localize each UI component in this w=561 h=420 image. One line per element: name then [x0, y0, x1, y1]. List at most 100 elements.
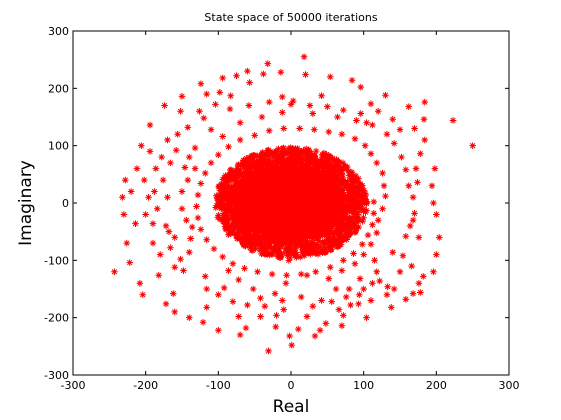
data-point — [257, 200, 265, 207]
data-point — [367, 150, 375, 157]
data-point — [224, 183, 232, 190]
data-point — [230, 216, 238, 223]
data-point — [305, 245, 313, 252]
data-point — [272, 201, 280, 209]
data-point — [320, 152, 327, 160]
data-point — [219, 176, 227, 183]
data-point — [245, 228, 252, 235]
data-point — [239, 228, 246, 236]
data-point — [283, 160, 291, 168]
data-point — [340, 106, 347, 114]
data-point — [253, 230, 261, 238]
data-point — [314, 204, 321, 212]
data-point — [196, 107, 203, 115]
data-point — [215, 211, 222, 219]
data-point — [420, 115, 428, 123]
data-point — [308, 242, 315, 249]
data-point — [238, 217, 246, 225]
data-point — [222, 210, 230, 218]
data-point — [201, 169, 209, 177]
data-point — [361, 195, 369, 203]
data-point — [257, 294, 264, 302]
data-point — [283, 271, 290, 279]
data-point — [171, 234, 179, 241]
data-point — [261, 239, 269, 247]
data-point — [252, 216, 259, 224]
data-point — [406, 222, 414, 230]
data-point — [363, 207, 370, 214]
data-point — [223, 216, 231, 223]
data-point — [288, 172, 296, 180]
data-point — [358, 240, 366, 248]
data-point — [310, 218, 318, 226]
data-point — [274, 211, 282, 219]
data-point — [254, 228, 262, 235]
data-point — [278, 93, 286, 101]
data-point — [203, 304, 211, 311]
data-point — [373, 229, 381, 237]
data-point — [352, 172, 360, 180]
data-point — [373, 159, 381, 167]
data-point — [214, 213, 222, 221]
data-point — [296, 228, 303, 235]
data-point — [351, 183, 358, 190]
data-point — [254, 192, 262, 200]
data-point — [273, 177, 280, 185]
data-point — [315, 197, 323, 204]
data-point — [263, 250, 270, 258]
data-point — [336, 226, 344, 234]
data-point — [335, 162, 343, 169]
data-point — [220, 284, 228, 292]
data-point — [350, 250, 357, 257]
data-point — [245, 239, 253, 246]
data-point — [325, 228, 332, 235]
data-point — [222, 172, 229, 179]
data-point — [327, 224, 335, 231]
data-point — [421, 98, 429, 106]
data-point — [387, 304, 395, 311]
data-point — [325, 230, 333, 238]
data-point — [284, 171, 291, 179]
data-point — [367, 297, 375, 304]
data-point — [268, 270, 276, 278]
data-point — [310, 212, 318, 219]
data-point — [266, 242, 274, 250]
data-point — [216, 202, 224, 210]
data-point — [281, 158, 288, 165]
data-point — [411, 210, 418, 217]
data-point — [267, 160, 275, 168]
data-point — [296, 125, 304, 132]
data-point — [207, 126, 215, 133]
data-point — [228, 188, 235, 195]
data-point — [264, 147, 272, 154]
data-point — [297, 190, 304, 198]
data-point — [274, 253, 282, 260]
data-point — [278, 149, 286, 157]
data-point — [304, 240, 312, 248]
data-point — [228, 183, 235, 191]
data-point — [252, 189, 260, 197]
data-point — [304, 209, 312, 217]
data-point — [275, 169, 283, 177]
data-point — [199, 318, 207, 326]
data-point — [273, 237, 281, 244]
plot-area — [111, 53, 476, 355]
data-point — [262, 214, 269, 222]
data-point — [276, 202, 283, 210]
data-point — [328, 191, 335, 199]
data-point — [159, 176, 167, 184]
data-point — [174, 130, 181, 138]
data-point — [298, 216, 305, 224]
data-point — [325, 128, 333, 136]
data-point — [346, 214, 353, 222]
data-point — [371, 257, 378, 264]
x-tick-label: -200 — [133, 379, 158, 392]
data-point — [258, 209, 265, 216]
data-point — [321, 244, 329, 252]
data-point — [405, 182, 413, 190]
data-point — [300, 53, 308, 61]
data-point — [229, 260, 237, 268]
data-point — [225, 267, 232, 274]
data-point — [305, 184, 312, 191]
data-point — [212, 204, 220, 211]
